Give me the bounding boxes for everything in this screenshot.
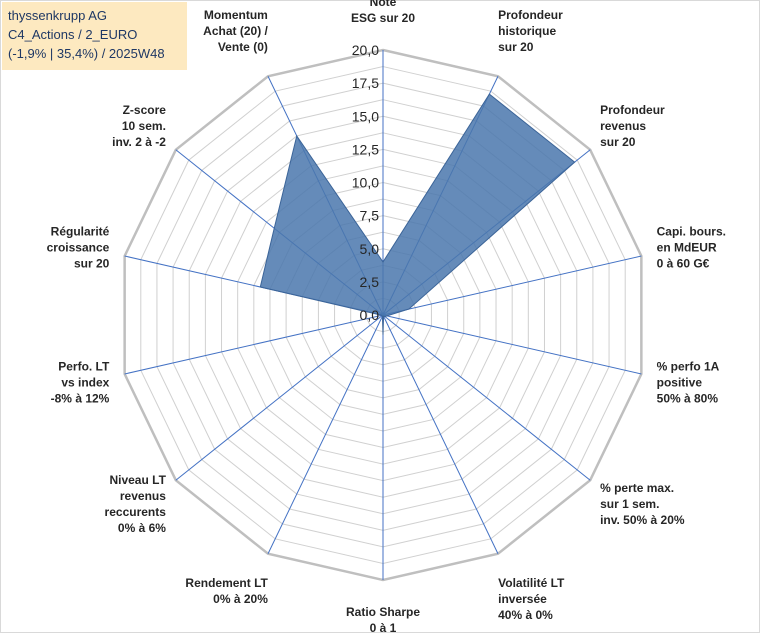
tick-label: 10,0 (352, 175, 379, 191)
axis-spoke (382, 255, 642, 316)
category-label-line: % perfo 1A (657, 359, 720, 373)
category-label-line: Profondeur (600, 103, 665, 117)
category-label-line: vs index (61, 375, 109, 389)
series-area (259, 93, 576, 335)
performance-week: (-1,9% | 35,4%) / 2025W48 (8, 46, 165, 61)
tick-label: 0,0 (360, 307, 380, 323)
category-label-line: Momentum (204, 8, 268, 22)
info-box: thyssenkrupp AG C4_Actions / 2_EURO (-1,… (2, 2, 187, 70)
category-label-line: inversée (498, 592, 547, 606)
company-name: thyssenkrupp AG (8, 8, 107, 23)
category-label-line: en MdEUR (657, 241, 717, 255)
tick-label: 15,0 (352, 108, 379, 124)
axis-spoke (382, 314, 591, 481)
category-label-line: 0% à 6% (118, 521, 166, 535)
category-label-line: Volatilité LT (498, 576, 565, 590)
category-label: Momentum Achat (20) / Vente (0) (203, 8, 268, 54)
radial-tick-labels: 0,0 2,5 5,0 7,5 10,0 12,5 15,0 17,5 20,0 (352, 42, 379, 323)
tick-label: 17,5 (352, 75, 379, 91)
tick-label: 20,0 (352, 42, 379, 58)
category-label-line: Capi. bours. (657, 225, 726, 239)
category-label-line: -8% à 12% (51, 391, 110, 405)
category-label: Volatilité LT inversée 40% à 0% (498, 576, 565, 622)
category-label: Perfo. LT vs index -8% à 12% (51, 359, 110, 405)
category-label-line: sur 20 (498, 40, 534, 54)
category-label: Rendement LT 0% à 20% (185, 576, 268, 606)
category-label-line: Z-score (123, 103, 167, 117)
axis-spoke (124, 314, 384, 375)
category-label: Profondeur historique sur 20 (498, 8, 563, 54)
category-label-line: inv. 50% à 20% (600, 513, 685, 527)
category-label-line: sur 20 (74, 257, 110, 271)
category-label-line: Ratio Sharpe (346, 605, 420, 619)
category-label-line: croissance (47, 241, 110, 255)
tick-label: 2,5 (360, 274, 380, 290)
category-label: Profondeur revenus sur 20 (600, 103, 665, 149)
category-label-line: revenus (120, 489, 166, 503)
category-label: Capi. bours. en MdEUR 0 à 60 G€ (657, 225, 726, 271)
category-label: Ratio Sharpe 0 à 1 (346, 605, 420, 633)
category-label-line: % perte max. (600, 481, 674, 495)
category-label-line: Achat (20) / (203, 24, 268, 38)
category-labels: Note ESG sur 20 Profondeur historique sur 20… (47, 0, 726, 633)
category-label-line: inv. 2 à -2 (112, 135, 166, 149)
category-label: Régularité croissance sur 20 (47, 225, 110, 271)
category-label-line: Note (370, 0, 397, 9)
category-label: Niveau LT revenus reccurents 0% à 6% (105, 473, 167, 535)
category-label-line: Perfo. LT (58, 359, 110, 373)
category-label-line: Niveau LT (109, 473, 166, 487)
category-label-line: Régularité (51, 225, 110, 239)
category-label-line: Profondeur (498, 8, 563, 22)
category-label-line: sur 1 sem. (600, 497, 659, 511)
axis-spoke (267, 314, 384, 554)
tick-label: 5,0 (360, 241, 380, 257)
category-label: % perte max. sur 1 sem. inv. 50% à 20% (600, 481, 685, 527)
axis-spoke (382, 314, 642, 375)
category-label-line: positive (657, 375, 703, 389)
category-label: Note ESG sur 20 (351, 0, 415, 25)
category-label-line: 50% à 80% (657, 391, 719, 405)
axis-spoke (382, 314, 499, 554)
category-label-line: sur 20 (600, 135, 636, 149)
category-label-line: Vente (0) (218, 40, 268, 54)
category-label-line: historique (498, 24, 556, 38)
category-label-line: revenus (600, 119, 646, 133)
category-label-line: 40% à 0% (498, 608, 553, 622)
tick-label: 7,5 (360, 208, 380, 224)
category-label-line: 10 sem. (122, 119, 166, 133)
category-label-line: 0 à 60 G€ (657, 257, 710, 271)
category-label: % perfo 1A positive 50% à 80% (657, 359, 720, 405)
category-label-line: 0 à 1 (370, 621, 397, 633)
radar-series (259, 93, 576, 335)
axis-spoke (175, 314, 384, 481)
category-label: Z-score 10 sem. inv. 2 à -2 (112, 103, 166, 149)
category-label-line: 0% à 20% (213, 592, 268, 606)
category-label-line: reccurents (105, 505, 167, 519)
tick-label: 12,5 (352, 141, 379, 157)
portfolio-label: C4_Actions / 2_EURO (8, 27, 138, 42)
category-label-line: ESG sur 20 (351, 11, 415, 25)
category-label-line: Rendement LT (185, 576, 268, 590)
